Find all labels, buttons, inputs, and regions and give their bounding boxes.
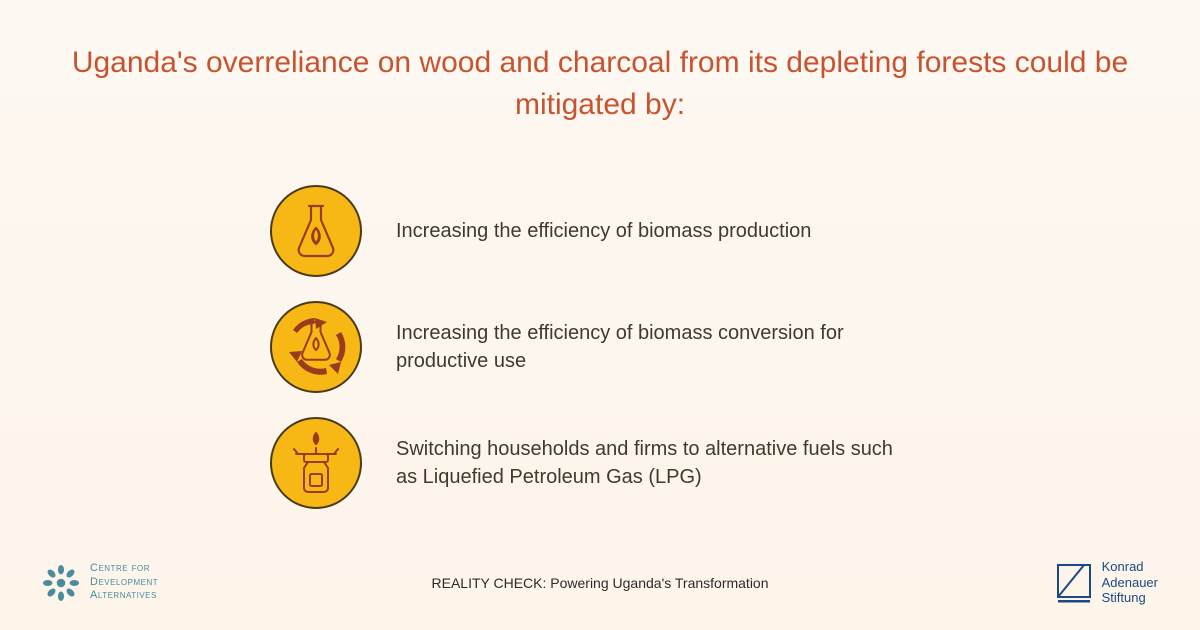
kas-icon <box>1056 563 1092 603</box>
cda-logo: Centre for Development Alternatives <box>42 562 158 603</box>
list-item-label: Increasing the efficiency of biomass con… <box>396 319 896 375</box>
flask-icon <box>270 185 362 277</box>
gas-stove-icon <box>270 417 362 509</box>
page-title: Uganda's overreliance on wood and charco… <box>0 0 1200 126</box>
footer: Centre for Development Alternatives REAL… <box>0 559 1200 606</box>
list-item: Increasing the efficiency of biomass pro… <box>270 185 896 277</box>
flask-cycle-icon <box>270 301 362 393</box>
mitigation-list: Increasing the efficiency of biomass pro… <box>270 185 896 509</box>
list-item: Switching households and firms to altern… <box>270 417 896 509</box>
kas-logo-text: Konrad Adenauer Stiftung <box>1102 559 1158 606</box>
footer-caption: REALITY CHECK: Powering Uganda's Transfo… <box>431 575 768 591</box>
list-item-label: Increasing the efficiency of biomass pro… <box>396 217 811 245</box>
cda-logo-text: Centre for Development Alternatives <box>90 562 158 603</box>
list-item: Increasing the efficiency of biomass con… <box>270 301 896 393</box>
asterisk-icon <box>42 564 80 602</box>
list-item-label: Switching households and firms to altern… <box>396 435 896 491</box>
kas-logo: Konrad Adenauer Stiftung <box>1056 559 1158 606</box>
